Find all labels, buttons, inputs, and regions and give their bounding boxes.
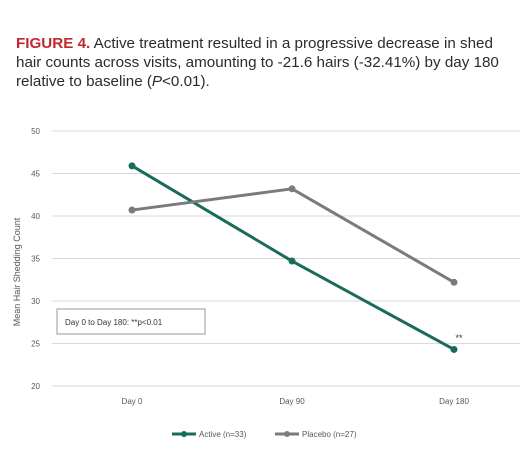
x-tick-label: Day 0 bbox=[122, 397, 143, 406]
y-axis-label: Mean Hair Shedding Count bbox=[12, 217, 22, 326]
data-point bbox=[128, 162, 136, 170]
caption-p-symbol: P bbox=[151, 73, 163, 90]
legend: Active (n=33) Placebo (n=27) bbox=[172, 430, 357, 439]
data-point bbox=[128, 206, 136, 214]
data-point bbox=[450, 278, 458, 286]
y-tick-label: 45 bbox=[31, 170, 40, 179]
significance-marker: ** bbox=[455, 333, 463, 343]
gridlines bbox=[52, 130, 520, 387]
legend-label: Placebo (n=27) bbox=[302, 430, 357, 439]
series-placebo bbox=[128, 185, 458, 286]
data-point bbox=[288, 185, 296, 193]
x-tick-label: Day 180 bbox=[439, 397, 469, 406]
caption-text-end: <0.01). bbox=[162, 73, 210, 90]
y-tick-label: 50 bbox=[31, 127, 40, 136]
series-lines bbox=[128, 162, 458, 353]
y-tick-label: 40 bbox=[31, 212, 40, 221]
caption-text: Active treatment resulted in a progressi… bbox=[16, 35, 499, 90]
legend-label: Active (n=33) bbox=[199, 430, 247, 439]
figure-caption: FIGURE 4. Active treatment resulted in a… bbox=[16, 34, 522, 91]
y-tick-label: 20 bbox=[31, 382, 40, 391]
x-axis-ticks: Day 0 Day 90 Day 180 bbox=[122, 397, 470, 406]
series-active bbox=[128, 162, 458, 353]
y-tick-label: 35 bbox=[31, 255, 40, 264]
significance-box bbox=[56, 308, 206, 335]
y-tick-label: 30 bbox=[31, 297, 40, 306]
legend-swatch-marker bbox=[284, 431, 290, 437]
legend-swatch-marker bbox=[181, 431, 187, 437]
data-point bbox=[288, 257, 296, 265]
y-tick-label: 25 bbox=[31, 340, 40, 349]
series-line bbox=[131, 187, 455, 284]
x-tick-label: Day 90 bbox=[279, 397, 305, 406]
data-point bbox=[450, 345, 458, 353]
y-axis-ticks: 20 25 30 35 40 45 50 bbox=[31, 127, 40, 391]
figure-label: FIGURE 4. bbox=[16, 35, 91, 52]
significance-annotation: Day 0 to Day 180: **p<0.01 bbox=[65, 318, 163, 327]
